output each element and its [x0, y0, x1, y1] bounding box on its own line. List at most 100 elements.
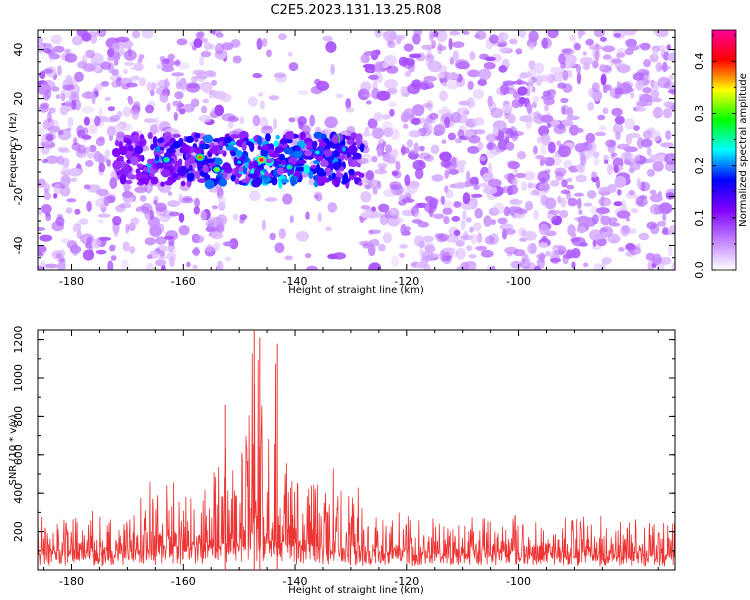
heatmap-cell [107, 106, 116, 112]
heatmap-cell [585, 38, 594, 46]
heatmap-cell [425, 53, 435, 63]
heatmap-cell [166, 102, 171, 112]
heatmap-cell [184, 159, 190, 170]
heatmap-cell [216, 260, 224, 270]
heatmap-cell [211, 205, 219, 210]
heatmap-cell [171, 72, 185, 77]
heatmap-cell [241, 178, 248, 183]
heatmap-cell [469, 226, 474, 233]
heatmap-cell [602, 54, 612, 60]
heatmap-cell [423, 263, 431, 270]
heatmap-cell [316, 163, 321, 173]
heatmap-cell [40, 102, 50, 109]
heatmap-cell [161, 65, 174, 73]
heatmap-cell [491, 265, 496, 270]
heatmap-cell [78, 218, 89, 225]
heatmap-cell [226, 145, 234, 151]
heatmap-cell [324, 149, 333, 157]
heatmap-cell [203, 41, 212, 51]
heatmap-cell [605, 139, 617, 148]
heatmap-cell [167, 191, 173, 197]
heatmap-cell [86, 200, 92, 212]
heatmap-x-ticks: -180 -160 -140 -120 -100 [43, 30, 659, 288]
y-tick-label: 600 [12, 444, 25, 465]
heatmap-cell [88, 124, 98, 135]
heatmap-cell [149, 209, 154, 220]
heatmap-cell [516, 78, 523, 85]
heatmap-cell [380, 114, 391, 120]
heatmap-cell [587, 101, 594, 111]
heatmap-cell [408, 130, 422, 138]
heatmap-cell [273, 140, 280, 148]
heatmap-cell [304, 150, 313, 157]
heatmap-cell [249, 142, 255, 152]
heatmap-cell [74, 208, 81, 215]
heatmap-cell [395, 160, 401, 171]
heatmap-cell [484, 56, 496, 62]
heatmap-cell [412, 159, 426, 171]
heatmap-cell [411, 205, 419, 217]
heatmap-cell [594, 49, 600, 62]
heatmap-cell [389, 108, 395, 117]
y-tick-label: 800 [12, 406, 25, 427]
colorbar-tick-label: 0.3 [693, 105, 706, 123]
heatmap-cell [472, 117, 485, 126]
heatmap-cell [530, 189, 540, 196]
heatmap-cell [309, 114, 316, 127]
heatmap-cell [655, 61, 663, 73]
heatmap-cell [155, 162, 165, 168]
heatmap-cell [256, 135, 263, 146]
heatmap-cell [168, 211, 180, 217]
heatmap-cell [589, 44, 603, 51]
heatmap-cell [299, 131, 306, 141]
heatmap-cell [278, 33, 287, 41]
heatmap-cell [574, 43, 581, 51]
heatmap-cell [315, 155, 324, 162]
heatmap-cell [43, 192, 52, 201]
heatmap-cell [316, 176, 322, 186]
heatmap-cell [241, 141, 247, 152]
heatmap-cell [193, 233, 200, 244]
heatmap-cell [628, 189, 635, 196]
heatmap-cell [297, 159, 307, 164]
heatmap-cell [616, 143, 631, 150]
heatmap-cell [322, 35, 333, 42]
heatmap-cell [540, 114, 554, 123]
heatmap-cell [652, 161, 664, 172]
heatmap-cell [435, 30, 448, 42]
heatmap-cell [123, 61, 135, 66]
heatmap-cell [345, 107, 355, 113]
heatmap-cell [580, 152, 586, 165]
heatmap-cell [200, 50, 212, 58]
heatmap-cell [141, 30, 154, 39]
heatmap-cell [583, 202, 593, 207]
heatmap-cell [67, 83, 79, 93]
heatmap-cell [114, 231, 119, 238]
heatmap-cell [127, 145, 134, 152]
heatmap-cell [398, 252, 405, 258]
heatmap-cell [467, 145, 480, 154]
heatmap-cell [611, 107, 623, 117]
heatmap-cell [274, 242, 285, 254]
snr-peaks [224, 330, 278, 570]
heatmap-cell [432, 213, 445, 220]
heatmap-cell [649, 193, 663, 203]
heatmap-x-label: Height of straight line (km) [288, 285, 424, 296]
heatmap-cell [388, 101, 397, 108]
heatmap-cell [98, 107, 103, 118]
heatmap-cell [153, 199, 158, 206]
heatmap-cell [378, 203, 390, 213]
heatmap-cell [133, 62, 144, 72]
heatmap-cell [94, 115, 101, 127]
heatmap-cell [339, 166, 345, 172]
heatmap-cell [387, 87, 398, 95]
heatmap-cell [355, 135, 363, 146]
heatmap-cell [475, 245, 487, 251]
heatmap-cell [592, 239, 597, 247]
heatmap-cell [257, 145, 262, 151]
heatmap-cell [379, 214, 389, 226]
snr-series-line [38, 353, 675, 567]
heatmap-cell [201, 105, 208, 114]
heatmap-cell [69, 245, 82, 254]
colorbar-tick-label: 0.1 [693, 209, 706, 227]
